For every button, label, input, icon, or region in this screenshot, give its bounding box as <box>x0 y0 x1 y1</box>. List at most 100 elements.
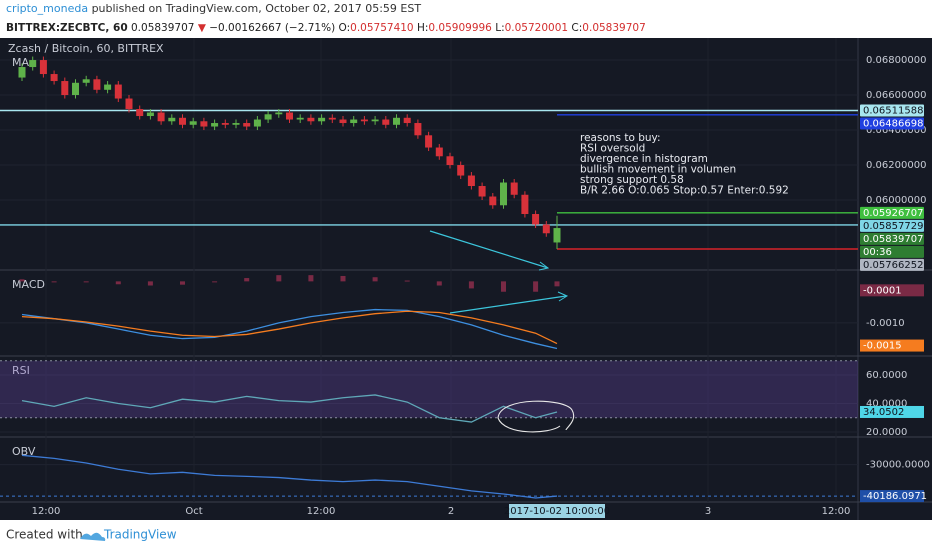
candle-body <box>221 123 229 125</box>
candle-body <box>328 117 336 120</box>
pane-title: OBV <box>12 445 36 458</box>
annotation-line: RSI oversold <box>580 143 645 155</box>
y-tick-label: 0.06800000 <box>866 55 926 66</box>
header-bg <box>0 0 932 38</box>
candle-body <box>211 123 219 127</box>
candle-body <box>189 121 197 125</box>
candle-body <box>275 112 283 115</box>
y-tick-label: 0.06000000 <box>866 195 926 206</box>
candle-body <box>18 67 26 78</box>
candle-body <box>125 98 133 110</box>
macd-line <box>21 310 558 345</box>
c: 0.05839707 <box>582 22 645 34</box>
candle-body <box>39 60 47 75</box>
macd-histogram-bar <box>276 275 282 282</box>
price-badge-label: 0.05926707 <box>863 208 923 219</box>
drawn-arrowhead <box>538 261 550 271</box>
candle-body <box>253 119 261 127</box>
y-tick-label: 40.0000 <box>866 398 907 409</box>
candle-body <box>360 119 368 122</box>
macd-histogram-bar <box>83 281 89 283</box>
x-tick-label: 2 <box>448 506 454 517</box>
macd-histogram-bar <box>372 277 378 282</box>
l-key: L: <box>495 22 504 34</box>
macd-histogram-bar <box>51 281 57 283</box>
price-badge <box>860 245 924 258</box>
candle-body <box>510 182 518 195</box>
published: published on TradingView.com, October 02… <box>92 2 422 15</box>
y-tick-label: 0.06400000 <box>866 125 926 136</box>
x-tick-label: 12:00 <box>822 506 851 517</box>
macd-histogram-bar <box>244 278 250 282</box>
arrow: ▼ <box>198 22 207 34</box>
candle-body <box>61 81 69 96</box>
candle-body <box>371 119 379 122</box>
macd-histogram-bar <box>308 275 314 282</box>
candle-body <box>29 60 37 68</box>
macd-histogram-bar <box>115 281 121 285</box>
price-badge <box>860 219 924 232</box>
macd-histogram-bar <box>180 281 185 285</box>
value-badge <box>860 405 924 418</box>
candle-body <box>232 123 240 125</box>
l: 0.05720001 <box>505 22 568 34</box>
macd-histogram-bar <box>212 281 218 283</box>
candle-body <box>50 74 58 82</box>
candle-body <box>393 117 400 125</box>
price-badge-label: 0.05766252 <box>863 260 923 271</box>
price-badge-label: 0.05839707 <box>863 234 923 245</box>
pane-title: MA <box>12 56 29 69</box>
price-badge <box>860 258 924 271</box>
pane-title: MACD <box>12 278 45 291</box>
footer-bg <box>0 520 932 550</box>
candle-body <box>168 117 176 122</box>
o-key: O: <box>339 22 351 34</box>
rsi-line <box>21 394 558 423</box>
candle-body <box>339 119 347 124</box>
candle-body <box>264 114 272 120</box>
candle-body <box>243 123 251 127</box>
price-badge-label: 0.06486698 <box>863 119 923 130</box>
candle-body <box>500 182 507 206</box>
y-tick-label: 20.0000 <box>866 427 907 438</box>
candle-body <box>532 214 540 225</box>
macd-histogram-bar <box>147 281 153 286</box>
annotation-line: divergence in histogram <box>580 153 708 165</box>
macd-histogram-bar <box>340 275 346 282</box>
symbol-line: BITTREX:ZECBTC, 60 0.05839707 ▼ −0.00162… <box>6 22 646 34</box>
rsi-band <box>0 360 858 418</box>
macd-histogram-bar <box>533 281 539 292</box>
annotation-line: strong support 0.58 <box>580 174 684 186</box>
candle-body <box>200 121 208 127</box>
drawn-circle <box>497 400 575 433</box>
value-badge-label: -40186.0971 <box>863 491 927 502</box>
candle-body <box>489 196 497 206</box>
price: 0.05839707 <box>131 22 194 34</box>
x-tick-label: 12:00 <box>307 506 336 517</box>
drawn-arrow <box>449 295 567 314</box>
candle-body <box>114 84 122 99</box>
candle-body <box>104 84 112 90</box>
symbol: BITTREX:ZECBTC, 60 <box>6 22 128 34</box>
x-tick-label: 3 <box>705 506 711 517</box>
candle-body <box>136 109 144 117</box>
h-key: H: <box>417 22 428 34</box>
candle-body <box>382 119 390 125</box>
value-badge <box>860 339 924 352</box>
candle-body <box>467 175 475 187</box>
y-tick-label: 60.0000 <box>866 370 907 381</box>
y-tick-label: 0.06600000 <box>866 90 926 101</box>
pane-title: Zcash / Bitcoin, 60, BITTREX <box>8 42 164 55</box>
drawn-arrow <box>429 230 549 269</box>
x-tick-label: 12:00 <box>32 506 61 517</box>
author[interactable]: cripto_moneda <box>6 2 88 15</box>
candle-body <box>553 228 561 243</box>
pane-title: RSI <box>12 364 30 377</box>
candle-body <box>286 112 293 120</box>
candle-body <box>403 117 411 124</box>
candle-body <box>72 82 79 96</box>
footer-brand[interactable]: TradingView <box>103 528 177 542</box>
candle-body <box>157 112 165 122</box>
o: 0.05757410 <box>350 22 413 34</box>
